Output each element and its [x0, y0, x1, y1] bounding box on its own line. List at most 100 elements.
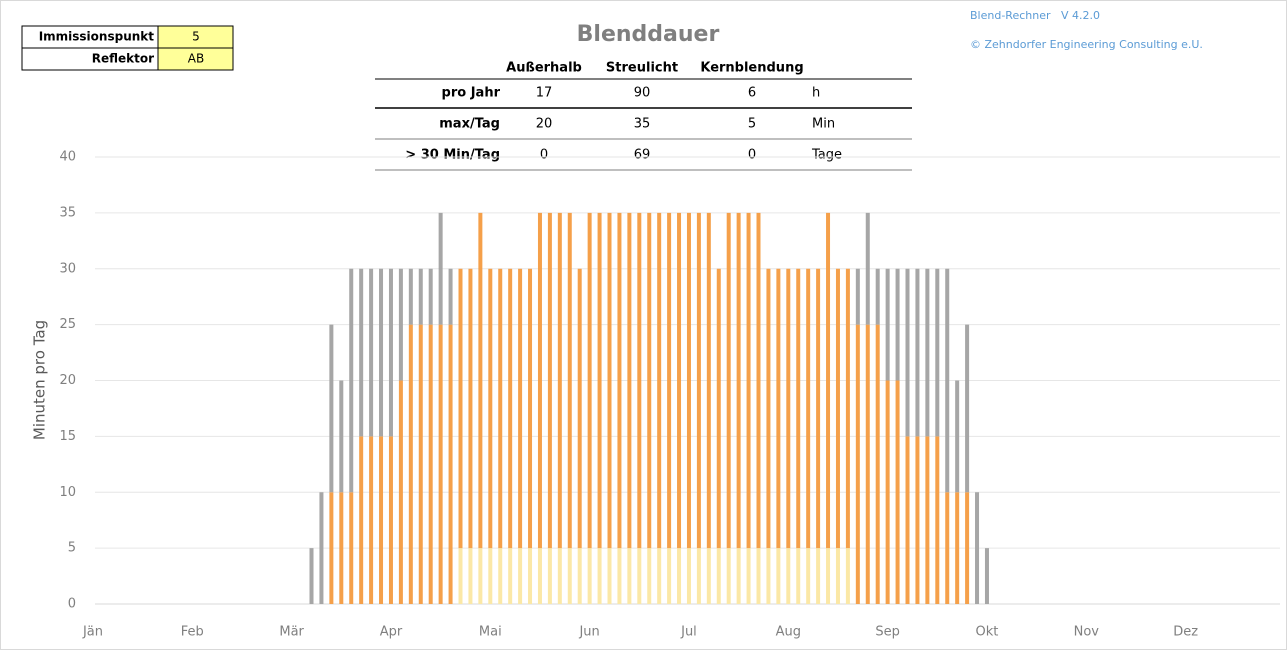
cell-value: 35: [634, 117, 651, 132]
bar: [369, 436, 374, 604]
bar: [816, 548, 821, 604]
bar: [855, 324, 860, 604]
info-box: Immissionspunkt 5 Reflektor AB: [21, 25, 234, 71]
bar: [607, 548, 612, 604]
bar: [359, 268, 364, 437]
bar: [677, 548, 682, 604]
bar: [686, 548, 691, 604]
bar: [617, 212, 622, 549]
bar: [845, 268, 850, 549]
bar: [587, 548, 592, 604]
bar: [925, 268, 930, 437]
bar: [786, 268, 791, 549]
bar: [438, 324, 443, 604]
bar: [557, 212, 562, 549]
bar: [726, 548, 731, 604]
bar: [816, 268, 821, 549]
bar: [478, 212, 483, 549]
bar: [498, 268, 503, 549]
chart-title: Blenddauer: [577, 22, 720, 47]
bar: [537, 212, 542, 549]
bar: [706, 212, 711, 549]
bar: [955, 380, 960, 493]
bar: [528, 548, 533, 604]
bar: [379, 268, 384, 437]
field-value: AB: [188, 52, 204, 66]
bar: [677, 212, 682, 549]
bar: [786, 548, 791, 604]
bar: [835, 548, 840, 604]
bar: [458, 268, 463, 549]
row-unit: Tage: [811, 148, 842, 163]
bar: [885, 268, 890, 381]
bar: [329, 324, 334, 493]
bar: [657, 548, 662, 604]
bar: [438, 212, 443, 325]
y-tick-label: 25: [59, 317, 76, 332]
y-tick-label: 15: [59, 429, 76, 444]
bar: [865, 212, 870, 325]
bar: [339, 492, 344, 604]
bar: [716, 548, 721, 604]
bar: [945, 268, 950, 493]
bar: [597, 548, 602, 604]
bar: [349, 268, 354, 493]
bar: [855, 268, 860, 325]
bar: [547, 212, 552, 549]
x-tick-label: Jän: [82, 625, 103, 640]
bar: [468, 548, 473, 604]
bar: [905, 436, 910, 604]
bar: [587, 212, 592, 549]
bar: [875, 324, 880, 604]
bar: [627, 212, 632, 549]
bar: [448, 268, 453, 325]
x-tick-label: Jul: [680, 625, 697, 640]
bar: [915, 268, 920, 437]
y-tick-label: 10: [59, 485, 76, 500]
bar: [905, 268, 910, 437]
bar: [746, 212, 751, 549]
bar: [458, 548, 463, 604]
cell-value: 69: [634, 148, 651, 163]
bar: [826, 212, 831, 549]
cell-value: 90: [634, 86, 651, 101]
bar: [508, 268, 513, 549]
bar: [468, 268, 473, 549]
row-unit: h: [812, 86, 820, 101]
bar: [547, 548, 552, 604]
bar: [577, 268, 582, 549]
x-tick-label: Mai: [479, 625, 502, 640]
bar: [637, 212, 642, 549]
bar: [349, 492, 354, 604]
bar: [776, 268, 781, 549]
bar: [408, 324, 413, 604]
bar: [627, 548, 632, 604]
bar: [965, 492, 970, 604]
y-tick-label: 40: [59, 150, 76, 165]
bar: [428, 324, 433, 604]
x-tick-label: Sep: [875, 625, 900, 640]
bar: [379, 436, 384, 604]
bar: [736, 548, 741, 604]
bar: [488, 268, 493, 549]
bar: [766, 268, 771, 549]
bar: [806, 268, 811, 549]
bar: [408, 268, 413, 325]
bar: [319, 492, 324, 604]
bar: [617, 548, 622, 604]
bar: [488, 548, 493, 604]
bar: [965, 324, 970, 493]
x-tick-label: Nov: [1074, 625, 1100, 640]
bar: [756, 212, 761, 549]
bar: [975, 492, 980, 604]
x-tick-label: Jun: [578, 625, 599, 640]
bar: [557, 548, 562, 604]
bar: [696, 212, 701, 549]
bar: [339, 380, 344, 493]
bar: [359, 436, 364, 604]
bar: [309, 548, 314, 604]
y-tick-label: 30: [59, 261, 76, 276]
bar: [835, 268, 840, 549]
bar: [686, 212, 691, 549]
x-tick-label: Dez: [1173, 625, 1198, 640]
